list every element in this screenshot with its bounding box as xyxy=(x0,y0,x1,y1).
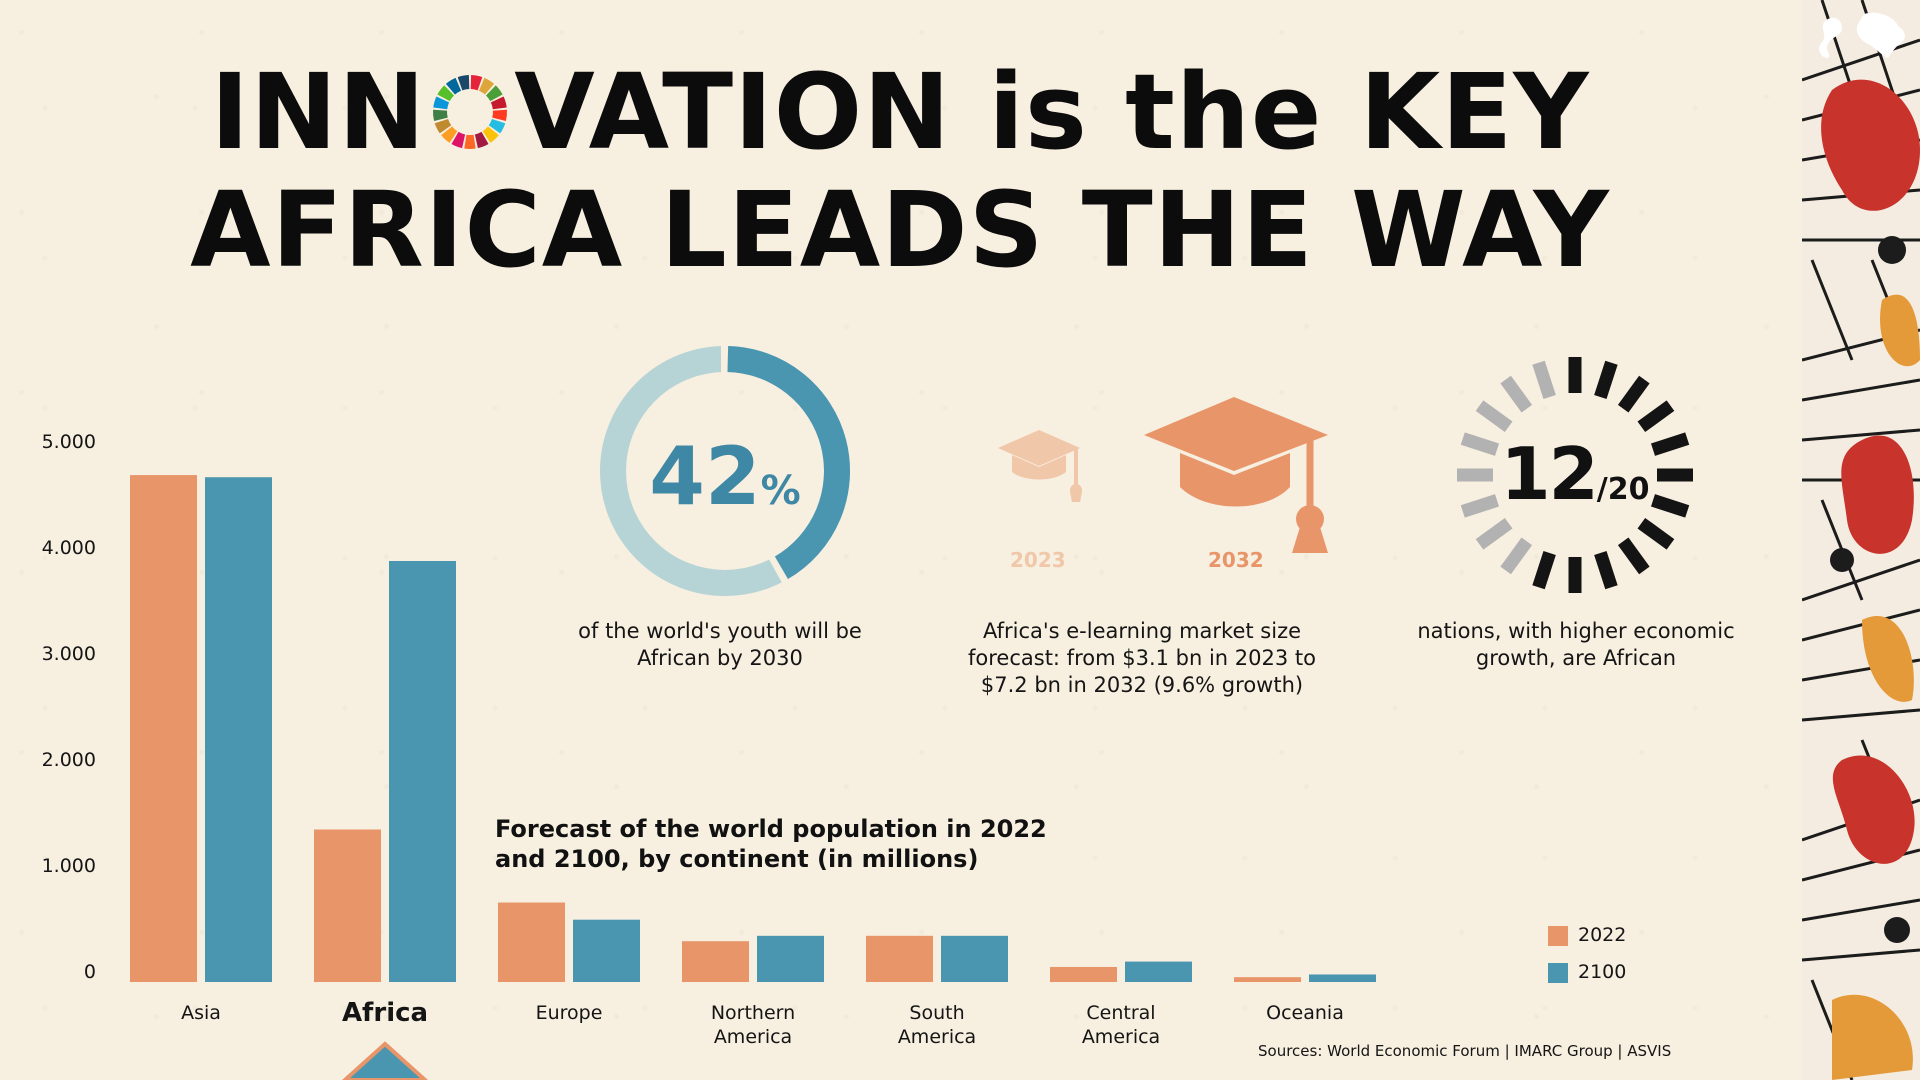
sdg-wheel-segment xyxy=(474,131,489,148)
sdg-wheel-segment xyxy=(486,85,503,102)
tick-mark-active xyxy=(1637,400,1675,433)
tick-mark-inactive xyxy=(1460,432,1500,456)
african-fabric-pattern xyxy=(1802,0,1920,1080)
y-tick-label: 4.000 xyxy=(41,537,96,559)
sdg-wheel-segment xyxy=(470,74,483,91)
population-bar-chart: Asia Africa Europe NorthernAmericaSouthAmer… xyxy=(130,475,1376,1080)
nations-caption: nations, with higher economic growth, ar… xyxy=(1417,619,1735,670)
x-tick-label: Central xyxy=(1086,1002,1155,1024)
tick-mark-inactive xyxy=(1460,494,1500,518)
sdg-wheel-segment xyxy=(433,109,448,121)
legend-label-2100: 2100 xyxy=(1578,961,1627,983)
year-2023-label: 2023 xyxy=(1010,548,1066,572)
nations-tick-ring xyxy=(1457,357,1693,593)
donut-gap xyxy=(765,549,793,589)
headline-line-2: AFRICA LEADS THE WAY xyxy=(190,169,1610,291)
tick-mark-active xyxy=(1637,517,1675,550)
bar-2022-south-america xyxy=(866,935,933,982)
tick-mark-active xyxy=(1650,432,1690,456)
bar-2100-south-america xyxy=(941,935,1008,982)
x-tick-label: America xyxy=(714,1026,792,1048)
africa-map-icon xyxy=(1819,12,1905,59)
tick-mark-inactive xyxy=(1500,537,1533,575)
youth-percent-number: 42 xyxy=(649,430,761,523)
headline-part-b: VATION is the KEY xyxy=(514,51,1590,173)
bar-2100-northern-america xyxy=(757,935,824,982)
bar-2022-asia xyxy=(130,475,197,982)
legend-label-2022: 2022 xyxy=(1578,924,1627,946)
sdg-wheel-segment xyxy=(482,125,500,143)
elearning-caption: Africa's e-learning market size forecast… xyxy=(968,619,1316,697)
bar-2100-asia xyxy=(205,477,272,982)
youth-caption: of the world's youth will be African by … xyxy=(578,619,862,670)
x-tick-label: South xyxy=(909,1002,964,1024)
chart-title: Forecast of the world population in 2022… xyxy=(495,815,1047,873)
legend-item-2022: 2022 xyxy=(1548,924,1626,946)
sdg-wheel-segment xyxy=(491,96,507,110)
legend-item-2100: 2100 xyxy=(1548,961,1626,983)
bar-2100-europe xyxy=(573,919,640,982)
tick-mark-active xyxy=(1650,494,1690,518)
bar-2022-northern-america xyxy=(682,941,749,982)
x-tick-label: America xyxy=(1082,1026,1160,1048)
headline-line-1: INN VATION is the KEY xyxy=(0,52,1800,172)
tick-mark-active xyxy=(1594,550,1618,590)
bar-2100-africa xyxy=(389,560,456,982)
y-tick-label: 2.000 xyxy=(41,749,96,771)
sdg-wheel-segment xyxy=(451,131,466,148)
sdg-wheel-segment xyxy=(457,74,470,91)
x-tick-label: Oceania xyxy=(1266,1002,1344,1024)
bar-2022-africa xyxy=(314,829,381,982)
x-tick-label: Asia xyxy=(181,1002,221,1024)
nations-count-big: 12 xyxy=(1500,432,1599,516)
bar-2022-oceania xyxy=(1234,977,1301,982)
tick-mark-inactive xyxy=(1475,400,1513,433)
large-graduation-cap-icon xyxy=(1144,397,1328,553)
sdg-wheel-segment xyxy=(441,125,458,143)
bar-2022-central-america xyxy=(1050,966,1117,982)
sdg-wheel-segment xyxy=(433,96,450,110)
tick-mark-active xyxy=(1532,550,1556,590)
x-tick-label: America xyxy=(898,1026,976,1048)
bar-2100-oceania xyxy=(1309,974,1376,982)
tick-mark-inactive xyxy=(1475,517,1513,550)
tick-mark-inactive xyxy=(1532,360,1556,400)
youth-percent-sign: % xyxy=(760,468,801,514)
bar-2100-central-america xyxy=(1125,961,1192,982)
small-graduation-cap-icon xyxy=(998,430,1082,502)
sdg-wheel-segment xyxy=(478,77,495,95)
youth-percent: 42% xyxy=(596,430,854,523)
y-tick-label: 3.000 xyxy=(41,643,96,665)
nations-count-small: /20 xyxy=(1596,472,1650,507)
headline-part-a: INN xyxy=(210,51,427,173)
sources-note: Sources: World Economic Forum | IMARC Gr… xyxy=(1258,1042,1672,1060)
sdg-wheel-segment xyxy=(446,77,462,95)
tick-mark-active xyxy=(1617,375,1650,413)
nations-count: 12/20 xyxy=(1450,432,1700,516)
y-tick-label: 5.000 xyxy=(41,431,96,453)
x-tick-label: Europe xyxy=(536,1002,603,1024)
y-tick-label: 1.000 xyxy=(41,855,96,877)
x-tick-label: Northern xyxy=(711,1002,795,1024)
bar-2022-europe xyxy=(498,902,565,982)
sdg-wheel-segment xyxy=(437,85,455,102)
x-tick-label: Africa xyxy=(342,998,428,1028)
donut-value-arc xyxy=(727,346,850,579)
y-tick-label: 0 xyxy=(83,961,96,983)
tick-mark-active xyxy=(1594,360,1618,400)
highlight-marker xyxy=(342,1041,428,1080)
sdg-wheel-icon xyxy=(433,74,508,149)
legend-swatch-2100 xyxy=(1548,962,1568,983)
tick-mark-inactive xyxy=(1500,375,1533,413)
sdg-wheel-segment xyxy=(434,118,452,134)
legend-swatch-2022 xyxy=(1548,925,1568,946)
tick-mark-active xyxy=(1617,537,1650,575)
sdg-wheel-segment xyxy=(492,109,508,121)
sdg-wheel-segment xyxy=(488,118,506,134)
youth-donut-chart xyxy=(600,342,850,596)
year-2032-label: 2032 xyxy=(1208,548,1264,572)
